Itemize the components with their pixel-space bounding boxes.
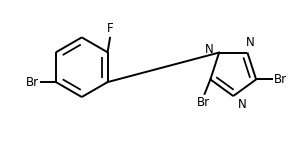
Text: Br: Br — [273, 73, 287, 86]
Text: N: N — [238, 98, 247, 111]
Text: N: N — [245, 36, 254, 49]
Text: F: F — [107, 22, 113, 35]
Text: Br: Br — [197, 96, 210, 109]
Text: Br: Br — [25, 76, 38, 89]
Text: N: N — [205, 43, 213, 56]
